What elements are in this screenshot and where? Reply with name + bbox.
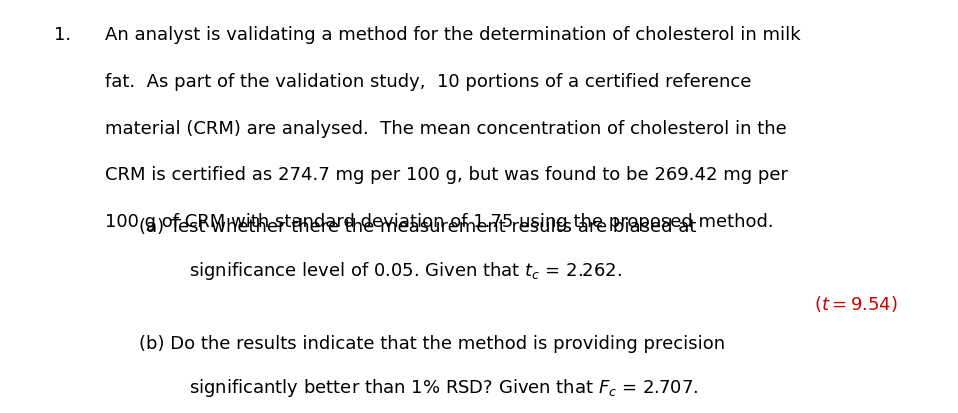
Text: significantly better than 1% RSD? Given that $F_c$ = 2.707.: significantly better than 1% RSD? Given … bbox=[190, 377, 698, 399]
Text: 100 g of CRM with standard deviation of 1.75 using the proposed method.: 100 g of CRM with standard deviation of … bbox=[104, 213, 773, 231]
Text: 1.: 1. bbox=[54, 26, 71, 44]
Text: significance level of 0.05. Given that $t_c$ = 2.262.: significance level of 0.05. Given that $… bbox=[190, 260, 623, 282]
Text: (a) Test whether there the measurement results are biased at: (a) Test whether there the measurement r… bbox=[139, 218, 696, 236]
Text: (b) Do the results indicate that the method is providing precision: (b) Do the results indicate that the met… bbox=[139, 335, 725, 354]
Text: fat.  As part of the validation study,  10 portions of a certified reference: fat. As part of the validation study, 10… bbox=[104, 73, 751, 91]
Text: An analyst is validating a method for the determination of cholesterol in milk: An analyst is validating a method for th… bbox=[104, 26, 800, 44]
Text: $(t = 9.54)$: $(t = 9.54)$ bbox=[813, 294, 898, 314]
Text: CRM is certified as 274.7 mg per 100 g, but was found to be 269.42 mg per: CRM is certified as 274.7 mg per 100 g, … bbox=[104, 166, 787, 185]
Text: $(F = 2.36)$: $(F = 2.36)$ bbox=[810, 411, 898, 413]
Text: material (CRM) are analysed.  The mean concentration of cholesterol in the: material (CRM) are analysed. The mean co… bbox=[104, 120, 787, 138]
